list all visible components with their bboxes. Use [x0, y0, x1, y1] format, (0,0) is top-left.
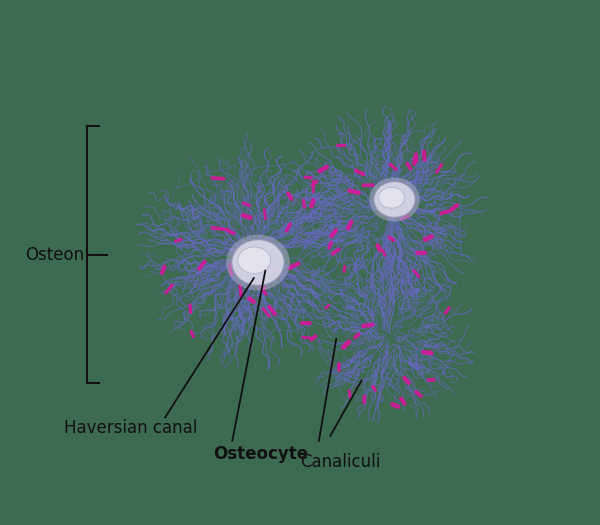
Text: Osteon: Osteon	[26, 246, 85, 264]
Text: Canaliculi: Canaliculi	[300, 453, 380, 471]
Ellipse shape	[370, 178, 419, 221]
Text: Haversian canal: Haversian canal	[64, 419, 197, 437]
Text: Osteocyte: Osteocyte	[214, 445, 308, 463]
Ellipse shape	[374, 181, 415, 218]
Ellipse shape	[238, 247, 271, 274]
Ellipse shape	[232, 239, 284, 286]
Ellipse shape	[227, 235, 290, 290]
Ellipse shape	[379, 187, 404, 208]
